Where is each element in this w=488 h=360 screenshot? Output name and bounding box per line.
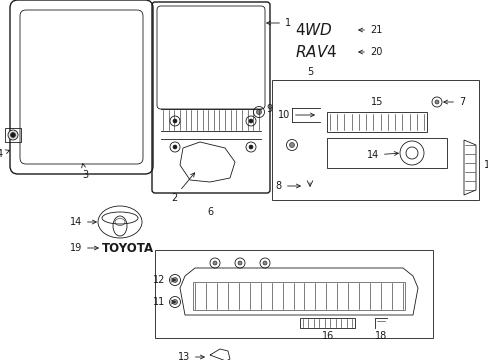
Bar — [326, 112, 426, 132]
Circle shape — [263, 261, 266, 265]
Text: 18: 18 — [374, 331, 386, 341]
Circle shape — [213, 261, 217, 265]
Text: 8: 8 — [275, 181, 300, 191]
Bar — [271, 80, 478, 200]
Text: 5: 5 — [306, 67, 312, 77]
Text: 15: 15 — [370, 97, 383, 107]
Text: 16: 16 — [321, 331, 333, 341]
Text: 9: 9 — [265, 104, 271, 114]
Text: TOYOTA: TOYOTA — [102, 242, 154, 255]
Text: 14: 14 — [366, 150, 398, 160]
Circle shape — [256, 109, 261, 114]
Circle shape — [248, 145, 252, 149]
Circle shape — [173, 145, 177, 149]
Text: $\it{RAV4}$: $\it{RAV4}$ — [294, 44, 337, 60]
Circle shape — [8, 130, 18, 140]
Bar — [5, 128, 21, 142]
Circle shape — [172, 300, 177, 305]
Text: 17: 17 — [483, 160, 488, 170]
Circle shape — [10, 132, 16, 138]
Circle shape — [248, 119, 252, 123]
Text: 13: 13 — [177, 352, 204, 360]
Circle shape — [289, 143, 294, 148]
Text: 6: 6 — [206, 207, 213, 217]
Circle shape — [434, 100, 438, 104]
Text: $\it{4WD}$: $\it{4WD}$ — [294, 22, 332, 38]
Text: 11: 11 — [152, 297, 175, 307]
Bar — [299, 318, 354, 328]
Bar — [326, 138, 446, 168]
Text: 2: 2 — [170, 173, 194, 203]
Circle shape — [172, 278, 177, 283]
Text: 10: 10 — [277, 110, 314, 120]
Circle shape — [238, 261, 242, 265]
Circle shape — [173, 119, 177, 123]
Text: 21: 21 — [358, 25, 382, 35]
Bar — [155, 250, 432, 338]
Text: 19: 19 — [70, 243, 98, 253]
Text: 4: 4 — [0, 149, 10, 159]
Text: 7: 7 — [443, 97, 464, 107]
Text: 14: 14 — [70, 217, 96, 227]
Text: 3: 3 — [81, 164, 88, 180]
Text: 12: 12 — [152, 275, 175, 285]
Text: 1: 1 — [266, 18, 290, 28]
Text: 20: 20 — [358, 47, 382, 57]
